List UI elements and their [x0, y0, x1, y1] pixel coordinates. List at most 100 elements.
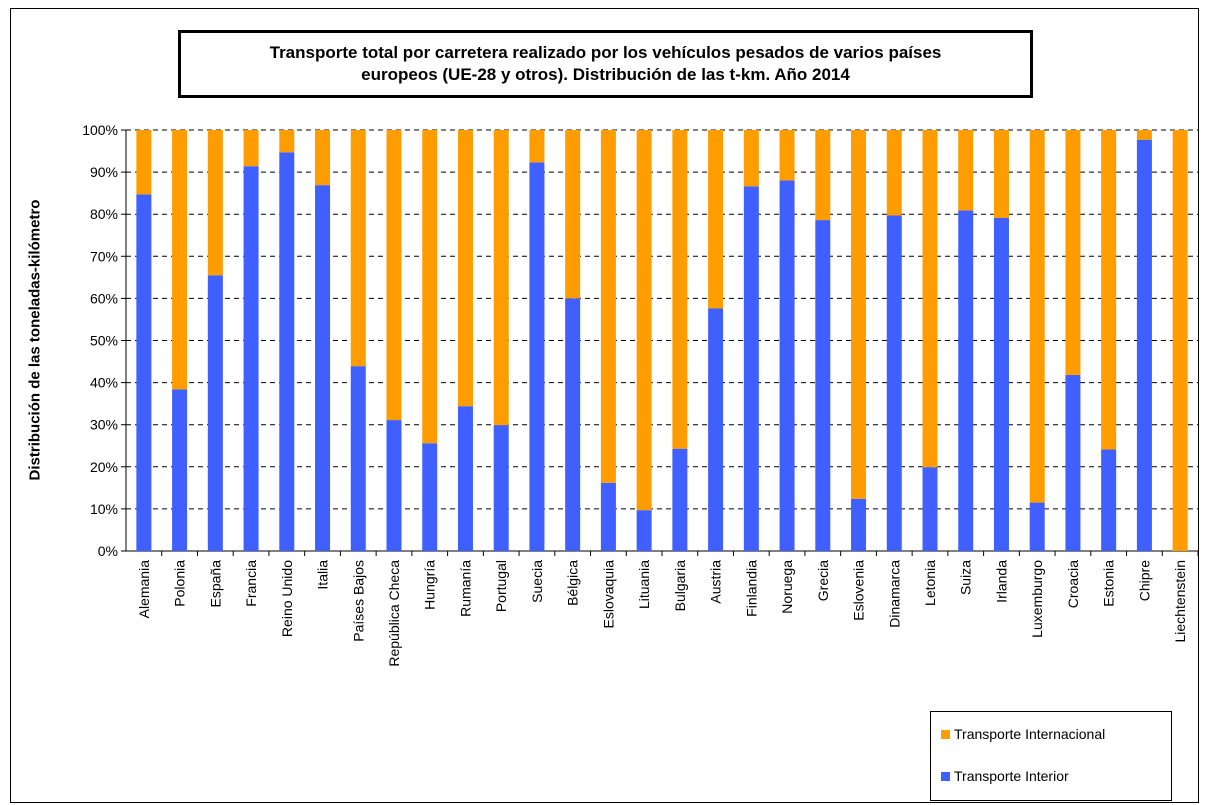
legend-item-interior: Transporte Interior	[941, 768, 1069, 784]
x-tick-label: Austria	[708, 560, 724, 604]
bar-internacional	[350, 130, 366, 367]
x-tick-label: Eslovaquia	[600, 560, 616, 629]
bar-internacional	[958, 130, 974, 211]
x-tick-label: Alemania	[136, 560, 152, 619]
bar-interior	[672, 448, 688, 551]
bar-interior	[708, 308, 724, 551]
x-tick-label: Letonia	[922, 560, 938, 606]
y-tick-label: 60%	[90, 290, 118, 306]
bar-internacional	[565, 130, 581, 299]
bar-internacional	[1136, 130, 1152, 140]
bar-internacional	[207, 130, 223, 276]
x-tick-label: Países Bajos	[350, 560, 366, 642]
chart-title-line-2: europeos (UE-28 y otros). Distribución d…	[361, 65, 850, 84]
x-tick-label: Dinamarca	[886, 560, 902, 628]
bar-internacional	[851, 130, 867, 499]
y-tick-label: 100%	[82, 122, 118, 138]
x-tick-label: Noruega	[779, 560, 795, 614]
legend-item-internacional: Transporte Internacional	[941, 726, 1105, 742]
bar-internacional	[886, 130, 902, 216]
bar-interior	[172, 389, 188, 551]
bar-interior	[565, 298, 581, 551]
bar-interior	[457, 406, 473, 551]
bar-internacional	[422, 130, 438, 444]
bar-interior	[350, 366, 366, 551]
bar-internacional	[600, 130, 616, 483]
bar-internacional	[815, 130, 831, 221]
bar-interior	[851, 498, 867, 551]
bar-interior	[1065, 375, 1081, 551]
y-axis-label: Distribución de las toneladas-kilómetro	[26, 199, 44, 481]
bar-interior	[922, 467, 938, 551]
x-tick-label: Finlandia	[743, 560, 759, 617]
legend-label-interior: Transporte Interior	[954, 768, 1069, 784]
bar-interior	[993, 217, 1009, 551]
x-tick-label: Irlanda	[993, 560, 1009, 603]
y-tick-label: 10%	[90, 501, 118, 517]
x-tick-label: Suecia	[529, 560, 545, 603]
bar-interior	[1101, 449, 1117, 551]
bar-interior	[422, 443, 438, 551]
bar-internacional	[993, 130, 1009, 218]
bar-interior	[279, 152, 295, 552]
x-tick-label: Liechtenstein	[1172, 560, 1188, 643]
bar-interior	[886, 215, 902, 551]
y-tick-label: 40%	[90, 375, 118, 391]
bar-internacional	[243, 130, 259, 167]
chart-frame	[10, 8, 1199, 803]
bar-internacional	[1172, 130, 1188, 551]
x-tick-label: Portugal	[493, 560, 509, 612]
bar-interior	[1136, 139, 1152, 552]
y-tick-label: 90%	[90, 164, 118, 180]
bar-internacional	[315, 130, 331, 186]
y-tick-label: 20%	[90, 459, 118, 475]
x-tick-label: Bulgaria	[672, 560, 688, 612]
bar-internacional	[136, 130, 152, 195]
legend-swatch-internacional	[941, 729, 950, 739]
bar-interior	[315, 185, 331, 551]
x-tick-label: Lituania	[636, 560, 652, 609]
bar-interior	[136, 194, 152, 551]
x-tick-label: Grecia	[815, 560, 831, 601]
x-tick-label: Luxemburgo	[1029, 560, 1045, 638]
x-tick-label: Bélgica	[565, 560, 581, 606]
bar-internacional	[779, 130, 795, 181]
x-tick-label: Hungría	[422, 560, 438, 610]
bar-interior	[207, 275, 223, 551]
bar-interior	[386, 420, 402, 551]
bar-internacional	[457, 130, 473, 407]
bar-internacional	[386, 130, 402, 421]
y-tick-label: 80%	[90, 206, 118, 222]
bar-internacional	[279, 130, 295, 153]
x-tick-label: Eslovenia	[851, 560, 867, 621]
bar-internacional	[743, 130, 759, 187]
bar-internacional	[636, 130, 652, 511]
x-tick-label: República Checa	[386, 560, 402, 667]
legend: Transporte Internacional Transporte Inte…	[930, 711, 1172, 801]
bar-interior	[243, 166, 259, 551]
bar-interior	[529, 162, 545, 552]
bar-internacional	[922, 130, 938, 468]
bar-interior	[815, 220, 831, 551]
x-tick-label: España	[207, 560, 223, 608]
bar-interior	[493, 425, 509, 551]
bar-interior	[1029, 502, 1045, 551]
legend-label-internacional: Transporte Internacional	[954, 726, 1106, 742]
x-tick-label: Reino Unido	[279, 560, 295, 637]
y-tick-label: 70%	[90, 248, 118, 264]
bar-interior	[636, 510, 652, 551]
bar-internacional	[529, 130, 545, 163]
x-tick-label: Francia	[243, 560, 259, 607]
y-tick-label: 30%	[90, 417, 118, 433]
bar-interior	[743, 186, 759, 551]
bar-interior	[958, 210, 974, 551]
x-tick-label: Polonia	[172, 560, 188, 607]
x-tick-label: Croacia	[1065, 560, 1081, 608]
bar-internacional	[172, 130, 188, 390]
bar-internacional	[1101, 130, 1117, 450]
x-tick-label: Suiza	[958, 560, 974, 595]
x-tick-label: Rumanía	[457, 560, 473, 617]
bar-internacional	[1029, 130, 1045, 503]
chart-title-line-1: Transporte total por carretera realizado…	[269, 43, 942, 62]
bar-internacional	[672, 130, 688, 449]
